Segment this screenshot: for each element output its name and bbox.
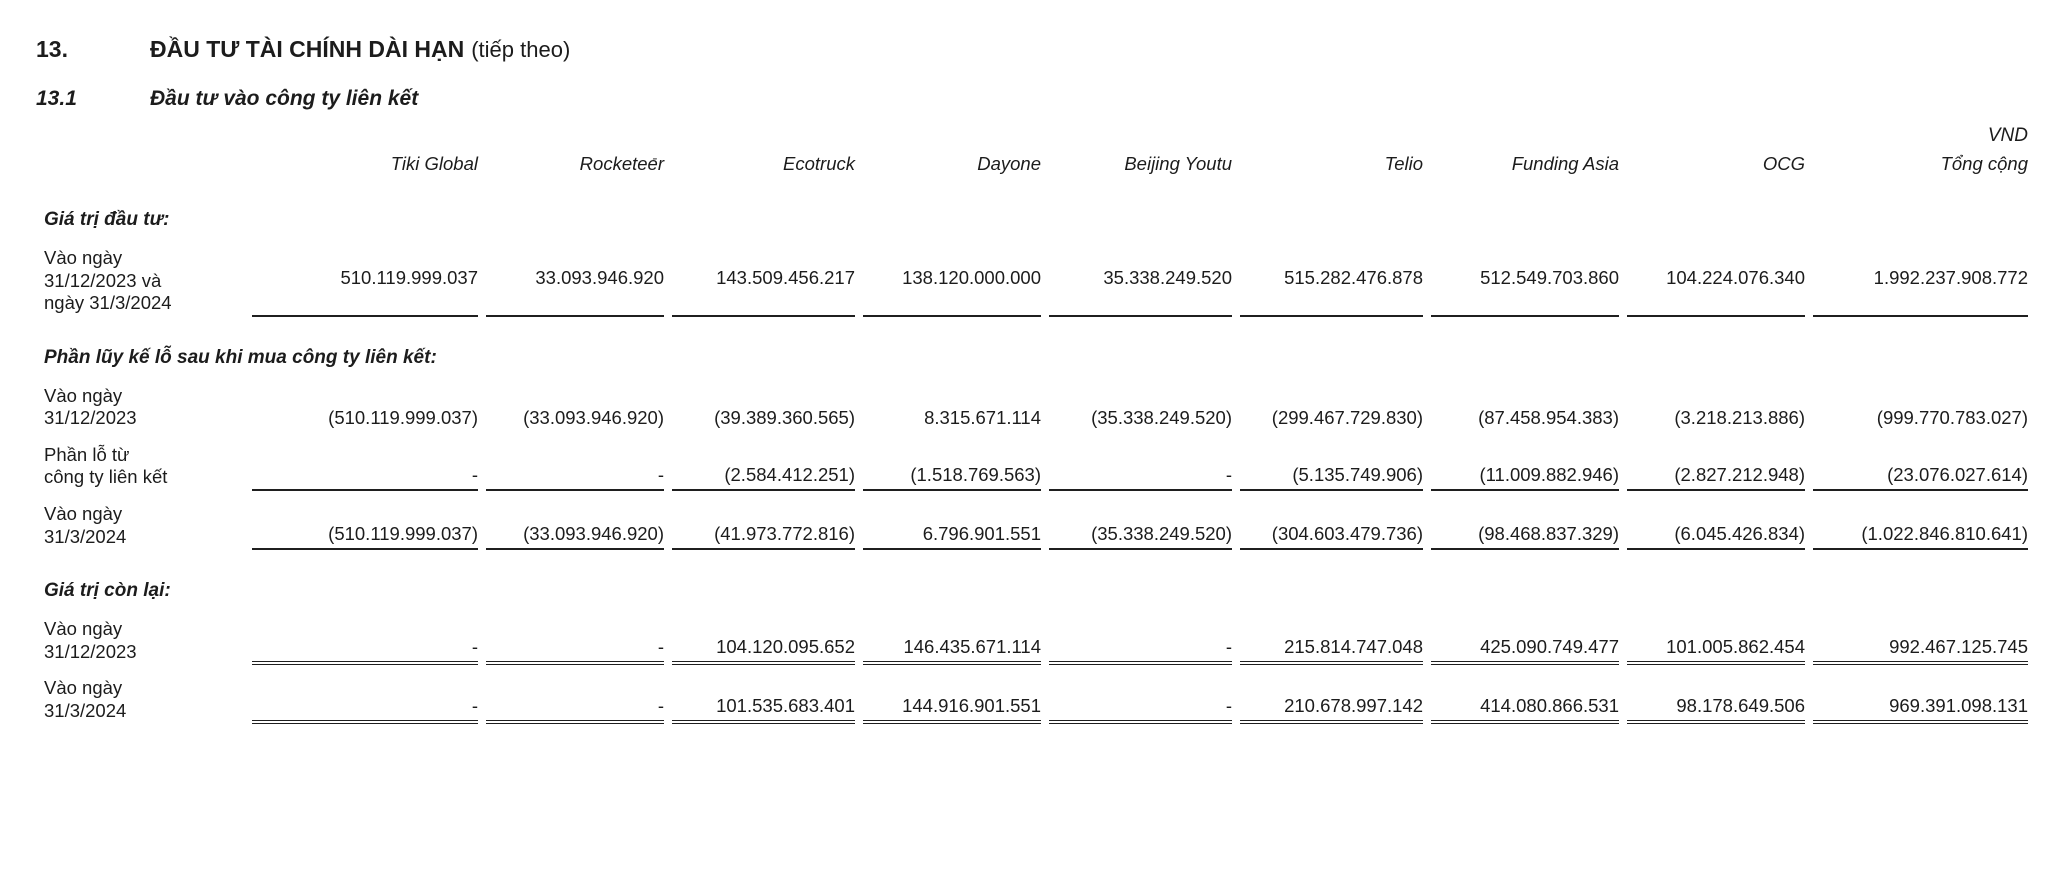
value-cell: 138.120.000.000 xyxy=(863,235,1041,317)
section-label: Giá trị đầu tư: xyxy=(44,209,170,230)
column-header-ocg: OCG xyxy=(1762,153,1805,174)
value-cell: - xyxy=(486,432,664,491)
column-header-dayone: Dayone xyxy=(977,153,1041,174)
value-cell: (11.009.882.946) xyxy=(1431,432,1619,491)
value-cell: 515.282.476.878 xyxy=(1240,235,1423,317)
value-cell: 146.435.671.114 xyxy=(863,606,1041,666)
scan-artifact-dash: - xyxy=(652,150,658,167)
value-cell: 414.080.866.531 xyxy=(1431,665,1619,725)
section-row: Giá trị còn lại: xyxy=(44,550,2028,606)
subsection-heading: 13.1 Đầu tư vào công ty liên kết xyxy=(36,87,2024,111)
data-row: Vào ngày 31/3/2024 (510.119.999.037) (33.0… xyxy=(44,491,2028,551)
value-cell: 210.678.997.142 xyxy=(1240,665,1423,725)
value-cell: 104.224.076.340 xyxy=(1627,235,1805,317)
value-cell: - xyxy=(486,606,664,666)
column-header-telio: Telio xyxy=(1384,153,1423,174)
value-cell: 8.315.671.114 xyxy=(924,406,1041,428)
currency-label: VND xyxy=(1987,125,2028,146)
value-cell: (5.135.749.906) xyxy=(1240,432,1423,491)
table-header: VND Tiki Global Rocketeer Ecotruck Dayon… xyxy=(44,125,2028,179)
value-cell: (999.770.783.027) xyxy=(1876,406,2028,428)
value-cell: (2.827.212.948) xyxy=(1627,432,1805,491)
column-header-row: Tiki Global Rocketeer Ecotruck Dayone Be… xyxy=(44,153,2028,179)
value-cell: 969.391.098.131 xyxy=(1813,665,2028,725)
value-cell: (3.218.213.886) xyxy=(1674,406,1805,428)
currency-row: VND xyxy=(44,125,2028,153)
row-label: Phần lỗ từ công ty liên kết xyxy=(44,443,168,488)
value-cell: - xyxy=(252,606,478,666)
row-label: Vào ngày 31/12/2023 xyxy=(44,618,137,662)
subsection-title: Đầu tư vào công ty liên kết xyxy=(150,87,419,110)
section-heading: 13. ĐẦU TƯ TÀI CHÍNH DÀI HẠN (tiếp theo) xyxy=(36,36,2024,63)
value-cell: (35.338.249.520) xyxy=(1049,491,1232,551)
value-cell: (35.338.249.520) xyxy=(1091,406,1232,428)
column-header-funding-asia: Funding Asia xyxy=(1511,153,1619,174)
value-cell: (2.584.412.251) xyxy=(672,432,855,491)
data-row: Vào ngày 31/12/2023 (510.119.999.037) (33.… xyxy=(44,373,2028,432)
table-body: Giá trị đầu tư: Vào ngày 31/12/2023 và ng… xyxy=(44,179,2028,725)
value-cell: 144.916.901.551 xyxy=(863,665,1041,725)
value-cell: 101.005.862.454 xyxy=(1627,606,1805,666)
row-label: Vào ngày 31/3/2024 xyxy=(44,502,127,547)
value-cell: 33.093.946.920 xyxy=(486,235,664,317)
data-row: Vào ngày 31/12/2023 và ngày 31/3/2024 510… xyxy=(44,235,2028,317)
value-cell: - xyxy=(1049,432,1232,491)
value-cell: (510.119.999.037) xyxy=(328,406,478,428)
value-cell: (1.518.769.563) xyxy=(863,432,1041,491)
column-header-tiki-global: Tiki Global xyxy=(390,153,478,174)
value-cell: 510.119.999.037 xyxy=(252,235,478,317)
value-cell: (1.022.846.810.641) xyxy=(1813,491,2028,551)
row-label: Vào ngày 31/12/2023 xyxy=(44,384,137,429)
column-header-empty xyxy=(44,153,244,179)
value-cell: 992.467.125.745 xyxy=(1813,606,2028,666)
value-cell: (510.119.999.037) xyxy=(252,491,478,551)
column-header-rocketeer: Rocketeer xyxy=(579,153,664,174)
value-cell: 6.796.901.551 xyxy=(863,491,1041,551)
section-row: Giá trị đầu tư: xyxy=(44,179,2028,235)
column-header-total: Tổng cộng xyxy=(1940,153,2028,174)
data-row: Vào ngày 31/12/2023- -104.120.095.652 146.… xyxy=(44,606,2028,666)
column-header-ecotruck: Ecotruck xyxy=(783,153,855,174)
value-cell: (98.468.837.329) xyxy=(1431,491,1619,551)
section-title-suffix: (tiếp theo) xyxy=(471,37,571,62)
section-title: ĐẦU TƯ TÀI CHÍNH DÀI HẠN xyxy=(150,36,465,62)
data-row: Phần lỗ từ công ty liên kết - - (2.584.412.… xyxy=(44,432,2028,491)
value-cell: (23.076.027.614) xyxy=(1813,432,2028,491)
section-label: Giá trị còn lại: xyxy=(44,580,171,602)
value-cell: 215.814.747.048 xyxy=(1240,606,1423,666)
section-label: Phần lũy kế lỗ sau khi mua công ty liên … xyxy=(44,346,437,368)
subsection-number: 13.1 xyxy=(36,87,77,110)
value-cell: 98.178.649.506 xyxy=(1627,665,1805,725)
value-cell: (39.389.360.565) xyxy=(714,406,855,428)
value-cell: (41.973.772.816) xyxy=(672,491,855,551)
value-cell: - xyxy=(252,432,478,491)
value-cell: 512.549.703.860 xyxy=(1431,235,1619,317)
value-cell: (33.093.946.920) xyxy=(523,406,664,428)
value-cell: (87.458.954.383) xyxy=(1478,406,1619,428)
section-number: 13. xyxy=(36,36,68,62)
value-cell: - xyxy=(252,665,478,725)
value-cell: 101.535.683.401 xyxy=(672,665,855,725)
row-label: Vào ngày 31/12/2023 và ngày 31/3/2024 xyxy=(44,247,172,314)
column-header-beijing-youtu: Beijing Youtu xyxy=(1124,153,1232,174)
section-row: Phần lũy kế lỗ sau khi mua công ty liên … xyxy=(44,317,2028,373)
value-cell: (6.045.426.834) xyxy=(1627,491,1805,551)
value-cell: - xyxy=(486,665,664,725)
value-cell: (304.603.479.736) xyxy=(1240,491,1423,551)
value-cell: 104.120.095.652 xyxy=(672,606,855,666)
value-cell: 143.509.456.217 xyxy=(672,235,855,317)
data-row: Vào ngày 31/3/2024- -101.535.683.401 144.9… xyxy=(44,665,2028,725)
value-cell: - xyxy=(1049,665,1232,725)
value-cell: (299.467.729.830) xyxy=(1271,406,1423,428)
value-cell: - xyxy=(1049,606,1232,666)
investments-table: VND Tiki Global Rocketeer Ecotruck Dayon… xyxy=(36,125,2036,725)
row-label: Vào ngày 31/3/2024 xyxy=(44,677,127,721)
value-cell: 425.090.749.477 xyxy=(1431,606,1619,666)
value-cell: (33.093.946.920) xyxy=(486,491,664,551)
value-cell: 35.338.249.520 xyxy=(1049,235,1232,317)
value-cell: 1.992.237.908.772 xyxy=(1813,235,2028,317)
